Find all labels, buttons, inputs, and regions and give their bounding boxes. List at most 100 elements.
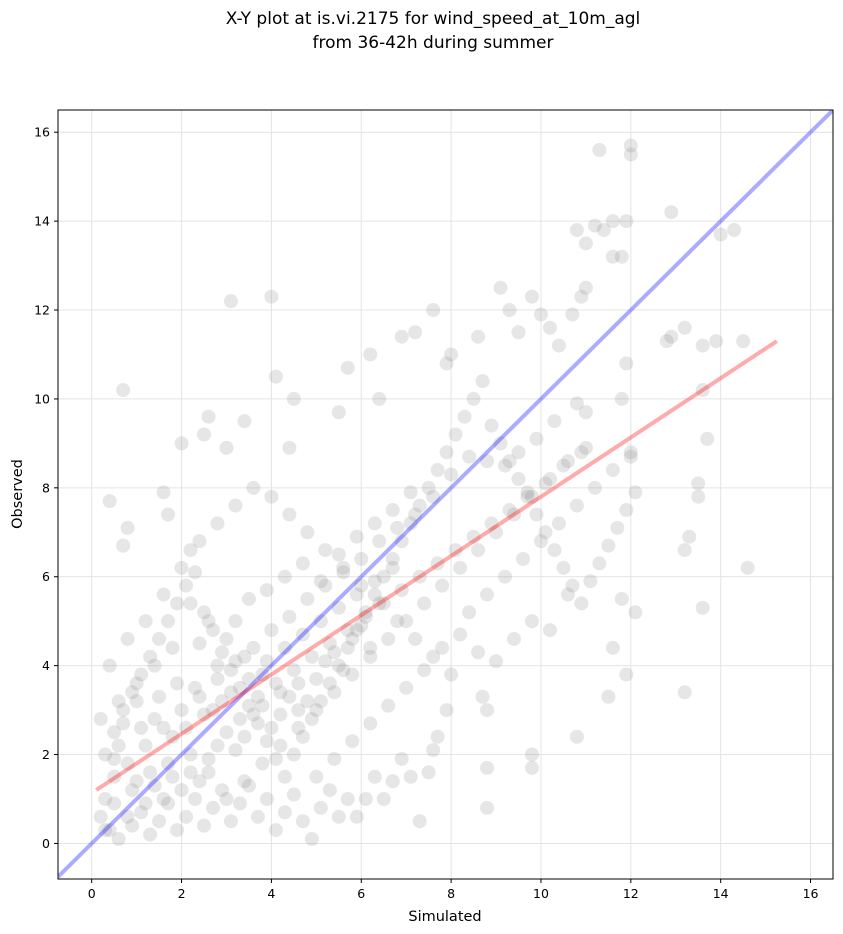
data-point bbox=[98, 791, 113, 806]
data-point bbox=[363, 649, 378, 664]
data-point bbox=[228, 743, 243, 758]
data-point bbox=[111, 738, 126, 753]
data-point bbox=[219, 791, 234, 806]
data-point bbox=[587, 480, 602, 495]
data-point bbox=[120, 809, 135, 824]
data-point bbox=[462, 605, 477, 620]
data-point bbox=[385, 560, 400, 575]
data-point bbox=[569, 498, 584, 513]
data-point bbox=[524, 747, 539, 762]
data-point bbox=[466, 391, 481, 406]
data-point bbox=[165, 729, 180, 744]
data-point bbox=[219, 725, 234, 740]
data-point bbox=[430, 556, 445, 571]
data-point bbox=[120, 756, 135, 771]
data-point bbox=[480, 454, 495, 469]
data-point bbox=[295, 814, 310, 829]
data-point bbox=[727, 223, 742, 238]
data-point bbox=[129, 694, 144, 709]
y-tick-label: 14 bbox=[34, 214, 50, 229]
data-point bbox=[682, 529, 697, 544]
data-point bbox=[475, 374, 490, 389]
data-point bbox=[201, 751, 216, 766]
data-point bbox=[709, 334, 724, 349]
data-point bbox=[228, 498, 243, 513]
data-point bbox=[471, 329, 486, 344]
data-point bbox=[471, 543, 486, 558]
x-axis-label: Simulated bbox=[408, 909, 481, 925]
data-point bbox=[129, 774, 144, 789]
data-point bbox=[502, 454, 517, 469]
data-point bbox=[134, 667, 149, 682]
y-tick-label: 16 bbox=[34, 125, 50, 140]
data-point bbox=[547, 543, 562, 558]
data-point bbox=[623, 147, 638, 162]
data-point bbox=[273, 685, 288, 700]
data-point bbox=[98, 747, 113, 762]
x-tick-label: 12 bbox=[623, 886, 639, 901]
data-point bbox=[533, 307, 548, 322]
data-point bbox=[695, 338, 710, 353]
data-point bbox=[480, 760, 495, 775]
data-point bbox=[138, 796, 153, 811]
data-point bbox=[241, 778, 256, 793]
data-point bbox=[309, 671, 324, 686]
data-point bbox=[223, 663, 238, 678]
data-point bbox=[363, 640, 378, 655]
data-point bbox=[484, 516, 499, 531]
x-tick-label: 14 bbox=[713, 886, 729, 901]
data-point bbox=[143, 649, 158, 664]
data-point bbox=[93, 809, 108, 824]
data-point bbox=[264, 489, 279, 504]
data-point bbox=[601, 538, 616, 553]
data-point bbox=[574, 289, 589, 304]
data-point bbox=[250, 716, 265, 731]
data-point bbox=[102, 823, 117, 838]
data-point bbox=[480, 800, 495, 815]
data-point bbox=[223, 294, 238, 309]
data-point bbox=[318, 543, 333, 558]
data-point bbox=[605, 214, 620, 229]
data-point bbox=[435, 640, 450, 655]
data-point bbox=[471, 645, 486, 660]
data-point bbox=[345, 734, 360, 749]
data-point bbox=[430, 729, 445, 744]
data-point bbox=[210, 738, 225, 753]
data-point bbox=[237, 649, 252, 664]
data-point bbox=[116, 703, 131, 718]
data-point bbox=[430, 463, 445, 478]
data-point bbox=[197, 707, 212, 722]
data-point bbox=[524, 614, 539, 629]
data-point bbox=[192, 534, 207, 549]
y-tick-label: 2 bbox=[42, 747, 50, 762]
data-point bbox=[282, 507, 297, 522]
data-point bbox=[390, 614, 405, 629]
data-point bbox=[143, 765, 158, 780]
data-point bbox=[237, 729, 252, 744]
data-point bbox=[358, 791, 373, 806]
x-tick-label: 10 bbox=[533, 886, 549, 901]
data-point bbox=[322, 636, 337, 651]
data-point bbox=[268, 751, 283, 766]
data-point bbox=[574, 445, 589, 460]
x-tick-label: 16 bbox=[803, 886, 819, 901]
data-point bbox=[259, 583, 274, 598]
data-point bbox=[578, 405, 593, 420]
data-point bbox=[524, 489, 539, 504]
data-point bbox=[358, 609, 373, 624]
y-tick-label: 6 bbox=[42, 569, 50, 584]
data-point bbox=[372, 534, 387, 549]
data-point bbox=[421, 765, 436, 780]
data-point bbox=[524, 289, 539, 304]
data-point bbox=[152, 689, 167, 704]
data-point bbox=[201, 765, 216, 780]
data-point bbox=[152, 814, 167, 829]
data-point bbox=[295, 627, 310, 642]
data-point bbox=[614, 391, 629, 406]
data-point bbox=[282, 689, 297, 704]
data-point bbox=[426, 649, 441, 664]
data-point bbox=[520, 485, 535, 500]
data-point bbox=[569, 223, 584, 238]
data-point bbox=[502, 503, 517, 518]
data-point bbox=[179, 578, 194, 593]
